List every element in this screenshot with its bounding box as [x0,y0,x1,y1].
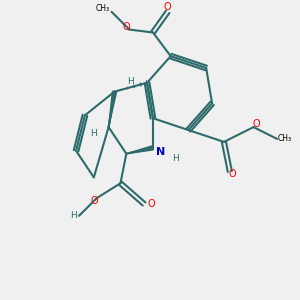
Text: H: H [70,211,76,220]
Text: H: H [172,154,178,163]
Text: O: O [122,22,130,32]
Text: O: O [90,196,98,206]
Text: O: O [164,2,172,12]
Text: H: H [128,77,134,86]
Polygon shape [126,146,153,154]
Text: O: O [148,199,155,209]
Text: CH₃: CH₃ [96,4,110,13]
Text: N: N [156,147,165,157]
Text: H: H [90,128,97,137]
Text: O: O [229,169,237,179]
Polygon shape [109,91,117,127]
Text: CH₃: CH₃ [278,134,292,143]
Text: O: O [253,119,260,129]
